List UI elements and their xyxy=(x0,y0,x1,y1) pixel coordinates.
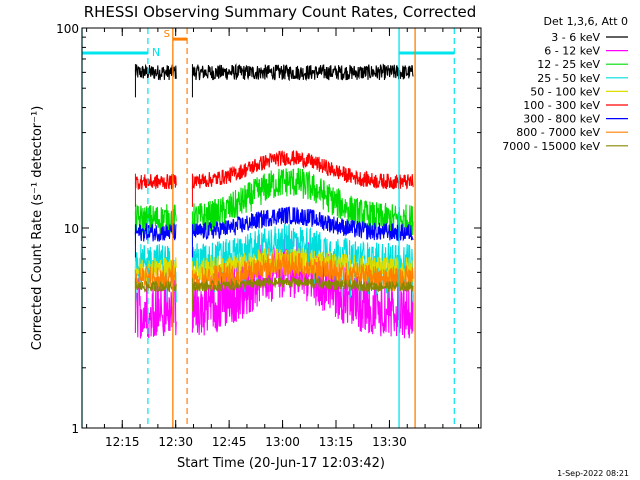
legend-label: 12 - 25 keV xyxy=(537,58,600,71)
series-trace xyxy=(191,167,414,236)
y-axis-label: Corrected Count Rate (s⁻¹ detector⁻¹) xyxy=(30,106,45,351)
series-trace xyxy=(134,223,177,242)
x-tick-label: 13:15 xyxy=(319,435,354,449)
legend-label: 50 - 100 keV xyxy=(530,85,600,98)
legend-label: 3 - 6 keV xyxy=(551,31,600,44)
series-trace xyxy=(134,63,177,81)
x-tick-label: 12:15 xyxy=(105,435,140,449)
series-trace xyxy=(191,150,414,190)
legend-label: 6 - 12 keV xyxy=(544,45,600,58)
series-trace xyxy=(134,173,177,190)
x-axis-label: Start Time (20-Jun-17 12:03:42) xyxy=(177,456,385,471)
y-tick-label: 10 xyxy=(64,222,79,236)
chart-title: RHESSI Observing Summary Count Rates, Co… xyxy=(84,3,477,21)
legend-label: 100 - 300 keV xyxy=(523,99,600,112)
series-100-300kev xyxy=(134,150,414,207)
series-trace xyxy=(191,276,414,294)
series-trace xyxy=(191,206,414,242)
y-tick-label: 100 xyxy=(56,22,79,36)
series-trace xyxy=(191,63,414,82)
footer-date: 1-Sep-2022 08:21 xyxy=(557,469,629,478)
series-7000-15000kev xyxy=(134,276,414,312)
series-300-800kev xyxy=(134,206,414,258)
legend-title: Det 1,3,6, Att 0 xyxy=(544,15,628,28)
saa-label: S xyxy=(164,29,170,40)
legend-label: 800 - 7000 keV xyxy=(516,126,600,139)
legend-label: 25 - 50 keV xyxy=(537,72,600,85)
y-tick-label: 1 xyxy=(71,422,79,436)
series-trace xyxy=(191,251,414,293)
x-tick-label: 12:45 xyxy=(212,435,247,449)
eclipse-label: N xyxy=(152,46,160,59)
series-trace xyxy=(134,278,177,339)
series-3-6kev xyxy=(134,63,414,98)
legend-label: 300 - 800 keV xyxy=(523,113,600,126)
x-tick-label: 12:30 xyxy=(158,435,193,449)
legend-label: 7000 - 15000 keV xyxy=(502,140,600,153)
x-tick-label: 13:30 xyxy=(372,435,407,449)
series-trace xyxy=(191,247,414,283)
series-trace xyxy=(134,280,177,293)
x-tick-label: 13:00 xyxy=(265,435,300,449)
